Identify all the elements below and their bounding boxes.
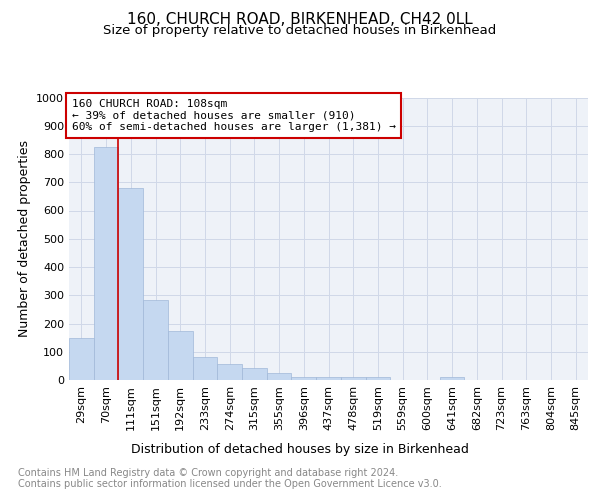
Bar: [118, 188, 143, 380]
Bar: [193, 358, 217, 380]
Bar: [168, 330, 193, 380]
Text: 160 CHURCH ROAD: 108sqm
← 39% of detached houses are smaller (910)
60% of semi-d: 160 CHURCH ROAD: 108sqm ← 39% of detache…: [71, 99, 395, 132]
Bar: [69, 338, 94, 380]
Bar: [365, 378, 390, 380]
Bar: [341, 377, 365, 380]
Bar: [316, 377, 341, 380]
Bar: [267, 373, 292, 380]
Bar: [440, 377, 464, 380]
Bar: [217, 364, 242, 380]
Text: Size of property relative to detached houses in Birkenhead: Size of property relative to detached ho…: [103, 24, 497, 37]
Bar: [143, 300, 168, 380]
Bar: [94, 147, 118, 380]
Bar: [242, 368, 267, 380]
Bar: [292, 376, 316, 380]
Text: Contains HM Land Registry data © Crown copyright and database right 2024.
Contai: Contains HM Land Registry data © Crown c…: [18, 468, 442, 489]
Text: 160, CHURCH ROAD, BIRKENHEAD, CH42 0LL: 160, CHURCH ROAD, BIRKENHEAD, CH42 0LL: [127, 12, 473, 28]
Y-axis label: Number of detached properties: Number of detached properties: [17, 140, 31, 337]
Text: Distribution of detached houses by size in Birkenhead: Distribution of detached houses by size …: [131, 442, 469, 456]
